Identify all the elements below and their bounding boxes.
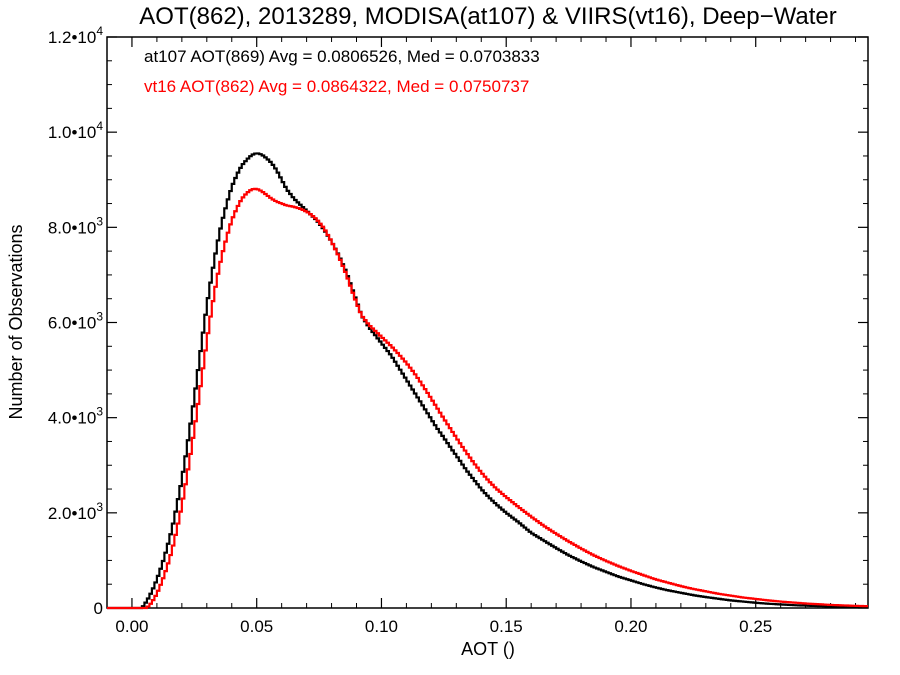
y-tick-label-base: 8.0•10: [48, 218, 97, 237]
x-tick-label: 0.15: [490, 617, 523, 636]
y-tick-label-exponent: 3: [96, 310, 103, 324]
histogram-series-1: [107, 187, 868, 610]
y-tick-label: 2.0•103: [48, 500, 104, 523]
chart-title: AOT(862), 2013289, MODISA(at107) & VIIRS…: [139, 3, 836, 30]
y-tick-label: 1.2•104: [48, 24, 104, 47]
y-tick-label-exponent: 3: [96, 214, 103, 228]
plot-frame: [106, 36, 869, 609]
y-tick-label-exponent: 4: [96, 119, 103, 133]
x-tick-label: 0.25: [739, 617, 772, 636]
x-tick-label: 0.10: [365, 617, 398, 636]
y-axis-label: Number of Observations: [6, 224, 26, 419]
y-tick-label-base: 4.0•10: [48, 409, 97, 428]
x-axis-label: AOT (): [461, 639, 515, 659]
y-tick-label-exponent: 3: [96, 405, 103, 419]
y-tick-label-base: 1.0•10: [48, 123, 97, 142]
y-tick-label: 4.0•103: [48, 405, 104, 428]
y-tick-label: 1.0•104: [48, 119, 104, 142]
y-tick-label-base: 6.0•10: [48, 314, 97, 333]
y-tick-label-exponent: 3: [96, 500, 103, 514]
y-tick-label-base: 2.0•10: [48, 504, 97, 523]
y-tick-label: 0: [94, 599, 103, 618]
y-tick-label: 6.0•103: [48, 310, 104, 333]
series-group: [107, 152, 868, 610]
y-tick-label: 8.0•103: [48, 214, 104, 237]
histogram-series-0: [107, 152, 868, 610]
annotation-at107: at107 AOT(869) Avg = 0.0806526, Med = 0.…: [144, 47, 540, 66]
y-tick-label-base: 0: [94, 599, 103, 618]
x-axis-ticks: 0.00 0.05 0.10 0.15 0.20 0.25: [106, 37, 857, 636]
x-tick-label: 0.00: [115, 617, 148, 636]
y-tick-label-base: 1.2•10: [48, 28, 97, 47]
x-tick-label: 0.20: [614, 617, 647, 636]
annotation-vt16: vt16 AOT(862) Avg = 0.0864322, Med = 0.0…: [144, 77, 529, 96]
x-tick-label: 0.05: [240, 617, 273, 636]
y-tick-label-exponent: 4: [96, 24, 103, 38]
y-axis-ticks: 02.0•1034.0•1036.0•1038.0•1031.0•1041.2•…: [48, 24, 868, 618]
